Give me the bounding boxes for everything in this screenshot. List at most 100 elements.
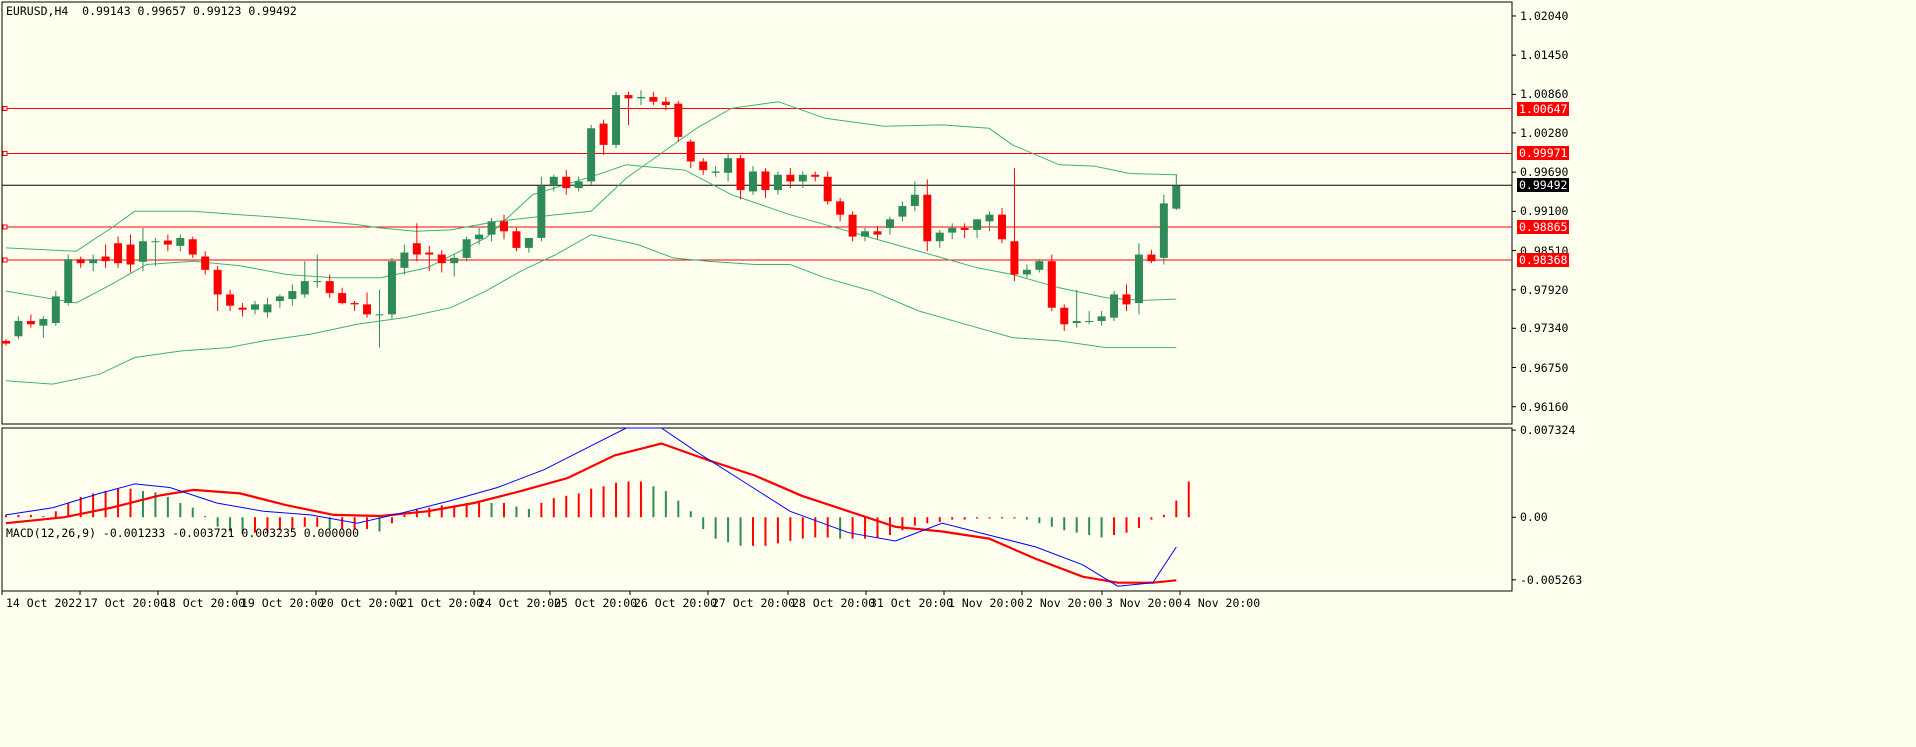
candle [686, 139, 695, 169]
bollinger-lower-band [5, 234, 1177, 385]
current-price-tag: 0.99492 [1517, 178, 1570, 193]
symbol-header: EURUSD,H4 0.99143 0.99657 0.99123 0.9949… [6, 4, 297, 18]
candle-body [226, 294, 235, 306]
candle-body [1035, 261, 1044, 270]
candle-body [14, 320, 23, 337]
candle-body [873, 231, 882, 235]
candle-body [811, 174, 820, 177]
candle-body [500, 221, 508, 232]
candle [786, 168, 795, 189]
level-price-tag: 0.98368 [1517, 252, 1570, 267]
candle-body [1047, 261, 1056, 308]
candle-body [923, 194, 932, 242]
candle-body [1110, 294, 1119, 318]
candle-body [76, 259, 85, 264]
candle-body [786, 174, 795, 182]
candle-body [251, 304, 259, 310]
level-price-tag: 0.99971 [1517, 146, 1570, 161]
candle-body [649, 97, 658, 102]
candle [288, 284, 297, 306]
candle [1134, 243, 1143, 315]
candle-body [624, 95, 633, 99]
price-panel[interactable] [1, 1, 1516, 425]
candle-body [823, 176, 832, 202]
candle-body [836, 201, 845, 215]
candle [126, 234, 135, 273]
candle-body [1147, 254, 1156, 262]
candle-body [375, 314, 384, 316]
candle-body [686, 141, 695, 162]
candle [39, 316, 48, 338]
candle [138, 227, 147, 272]
candle-body [599, 123, 608, 145]
symbol-timeframe: EURUSD,H4 [6, 4, 69, 18]
candle [475, 227, 484, 245]
candle-body [412, 243, 421, 255]
candle [375, 289, 384, 348]
macd-tick-label: -0.005263 [1520, 572, 1583, 587]
candle [1159, 194, 1168, 265]
x-tick-label: 4 Nov 20:00 [1184, 596, 1261, 610]
x-tick-label: 1 Nov 20:00 [948, 596, 1025, 610]
candle [14, 316, 23, 339]
candle [201, 251, 210, 275]
candle-body [114, 243, 123, 264]
candle [624, 91, 633, 125]
candle-body [64, 259, 73, 304]
macd-signal-line [5, 442, 1177, 584]
candle-body [163, 240, 172, 245]
x-tick-label: 27 Oct 20:00 [712, 596, 796, 610]
price-tick-label: 1.01450 [1520, 48, 1569, 63]
candle-body [101, 256, 110, 262]
candle [1110, 291, 1119, 321]
candle [387, 257, 396, 319]
candle-body [288, 291, 297, 300]
candle [176, 234, 185, 252]
candle-body [437, 254, 446, 264]
candle-body [537, 186, 546, 238]
candle [313, 254, 322, 288]
candle-body [1010, 241, 1019, 275]
price-tick-label: 0.99690 [1520, 165, 1569, 180]
candle [761, 168, 770, 199]
candle [736, 154, 745, 200]
macd-tick-label: 0.00 [1520, 510, 1548, 525]
candle-body [773, 174, 782, 191]
candle-body [400, 252, 409, 268]
candle [836, 198, 845, 222]
macd-panel[interactable] [1, 427, 1516, 595]
candle [848, 211, 857, 242]
candle [674, 101, 683, 142]
candle [948, 223, 957, 240]
candle [661, 97, 670, 111]
candle [1060, 304, 1069, 331]
candle-body [387, 261, 396, 315]
candle [188, 236, 197, 258]
price-tick-label: 1.02040 [1520, 8, 1569, 23]
candle-body [138, 241, 147, 262]
candle-body [549, 176, 558, 185]
candle [910, 181, 919, 212]
candle-body [475, 234, 484, 240]
level-price-tag: 1.00647 [1517, 101, 1570, 116]
candle [699, 158, 708, 175]
price-tick-label: 0.96160 [1520, 399, 1569, 414]
candle [823, 171, 832, 205]
candle-body [1172, 185, 1181, 209]
candle-body [636, 97, 645, 99]
candle [412, 223, 421, 262]
candle-body [910, 194, 919, 207]
candle-body [512, 231, 521, 248]
candle [724, 152, 733, 182]
macd-panel-frame [1, 427, 1513, 592]
x-tick-label: 24 Oct 20:00 [478, 596, 562, 610]
candle-body [1072, 320, 1081, 323]
candle-body [587, 128, 596, 182]
candle [163, 234, 172, 252]
candle-body [661, 101, 670, 106]
x-tick-label: 25 Oct 20:00 [554, 596, 638, 610]
candle [1172, 174, 1181, 211]
candle-body [960, 227, 969, 230]
macd-main-line [5, 427, 1177, 587]
